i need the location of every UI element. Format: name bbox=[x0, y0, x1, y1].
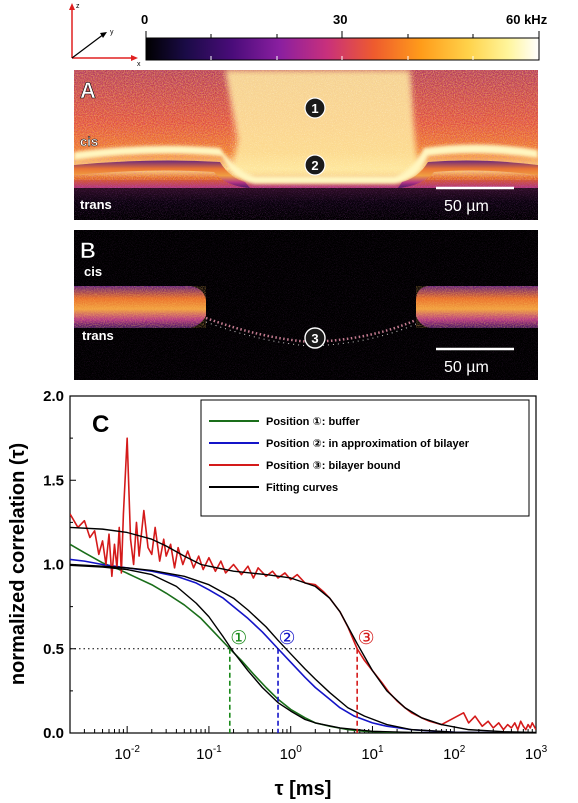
half-time-label-1: ① bbox=[230, 628, 247, 649]
marker-2-label: 2 bbox=[311, 158, 318, 173]
panel-a-trans-label: trans bbox=[80, 197, 112, 212]
colorbar-tick-60: 60 kHz bbox=[506, 12, 548, 27]
panel-b-cis-label: cis bbox=[84, 264, 102, 279]
panel-b-scalebar-label: 50 µm bbox=[444, 359, 489, 376]
panel-a-scalebar: 50 µm bbox=[436, 186, 514, 215]
marker-3-label: 3 bbox=[311, 331, 318, 346]
series-line-0 bbox=[70, 543, 536, 733]
y-tick-label: 0.5 bbox=[43, 641, 64, 658]
x-tick-label: 10-1 bbox=[196, 744, 222, 763]
legend-label-0: Position ①: buffer bbox=[266, 416, 360, 428]
x-axis-label: τ [ms] bbox=[275, 778, 332, 800]
y-axis-label: normalized correlation (τ) bbox=[7, 443, 29, 685]
series-line-2 bbox=[70, 437, 536, 731]
panel-b-image bbox=[74, 230, 538, 380]
legend-label-2: Position ③: bilayer bound bbox=[266, 460, 401, 472]
series-line-3 bbox=[70, 564, 536, 733]
legend: Position ①: buffer Position ②: in approxi… bbox=[200, 399, 530, 517]
x-tick-label: 102 bbox=[443, 744, 466, 763]
colorbar-tick-0: 0 bbox=[141, 12, 148, 27]
colorbar-tick-30: 30 bbox=[333, 12, 347, 27]
y-ticks: 0.0 0.5 1.0 1.5 2.0 bbox=[43, 388, 76, 742]
x-tick-label: 100 bbox=[280, 744, 303, 763]
x-tick-label: 10-2 bbox=[114, 744, 140, 763]
y-tick-label: 1.0 bbox=[43, 557, 64, 574]
half-time-label-2: ② bbox=[279, 628, 296, 649]
axis-x-label: x bbox=[137, 61, 141, 68]
correlation-chart: 0.0 0.5 1.0 1.5 2.0 10-2 10-1 100 101 102 103 ① ② ③… bbox=[7, 388, 548, 800]
panel-c-letter: C bbox=[92, 411, 109, 438]
y-tick-label: 0.0 bbox=[43, 725, 64, 742]
panel-b-trans-label: trans bbox=[82, 328, 114, 343]
panel-a-scalebar-label: 50 µm bbox=[444, 198, 489, 215]
panel-b-letter: B bbox=[80, 238, 96, 263]
axis-z-label: z bbox=[76, 3, 80, 10]
panel-a-cis-label: cis bbox=[80, 134, 98, 149]
marker-3: 3 bbox=[304, 327, 326, 349]
y-tick-label: 1.5 bbox=[43, 472, 64, 489]
series-layer bbox=[70, 437, 536, 733]
half-time-label-3: ③ bbox=[358, 628, 375, 649]
annotation-layer: ① ② ③ bbox=[70, 628, 375, 733]
marker-1: 1 bbox=[304, 97, 326, 119]
legend-box bbox=[200, 399, 530, 517]
series-line-5 bbox=[70, 526, 536, 733]
legend-label-1: Position ②: in approximation of bilayer bbox=[266, 438, 470, 450]
legend-label-3: Fitting curves bbox=[266, 482, 338, 494]
x-tick-label: 103 bbox=[525, 744, 548, 763]
panel-a-letter: A bbox=[80, 78, 96, 103]
axis-y-label: y bbox=[110, 29, 114, 36]
panel-a-image bbox=[74, 70, 538, 220]
panel-b-scalebar: 50 µm bbox=[436, 347, 514, 376]
x-tick-label: 101 bbox=[361, 744, 384, 763]
series-line-4 bbox=[70, 563, 536, 733]
marker-2: 2 bbox=[304, 154, 326, 176]
marker-1-label: 1 bbox=[311, 101, 318, 116]
y-tick-label: 2.0 bbox=[43, 388, 64, 405]
colorbar: 0 30 60 kHz bbox=[141, 12, 548, 61]
axes-orientation-icon: z y x bbox=[69, 3, 141, 68]
